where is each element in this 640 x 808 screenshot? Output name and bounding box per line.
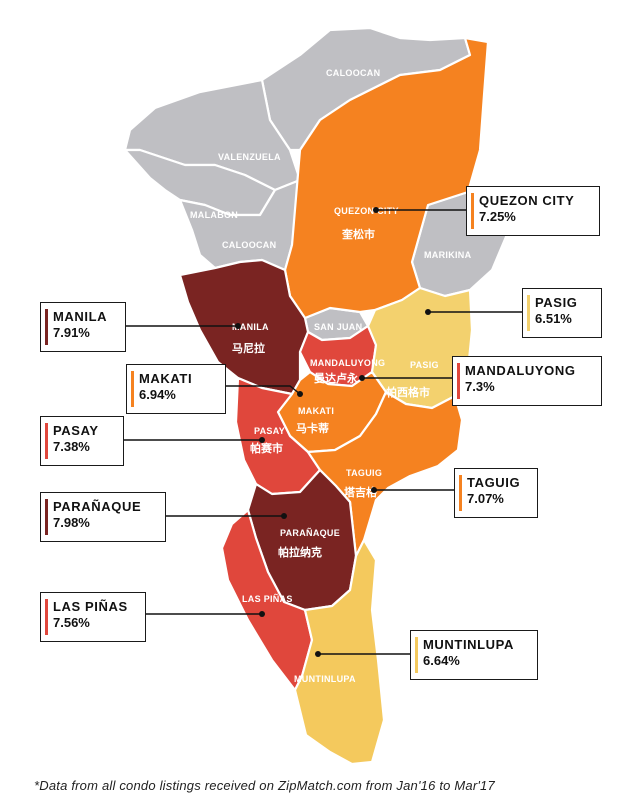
callout-taguig: TAGUIG 7.07%: [454, 468, 538, 518]
label-mandaluyong-cn: 曼达卢永: [314, 371, 359, 385]
callout-name: TAGUIG: [467, 475, 521, 490]
leader-dot-quezon: [373, 207, 379, 213]
callout-percent: 7.91%: [53, 325, 90, 340]
label-caloocan-north: CALOOCAN: [326, 68, 380, 78]
leader-dot-taguig: [371, 487, 377, 493]
callout-manila: MANILA 7.91%: [40, 302, 126, 352]
callout-name: PASAY: [53, 423, 99, 438]
callout-name: MANILA: [53, 309, 108, 324]
leader-dot-pasig: [425, 309, 431, 315]
callout-color-bar: [45, 309, 48, 345]
label-caloocan-south: CALOOCAN: [222, 240, 276, 250]
callout-percent: 7.3%: [465, 379, 495, 394]
label-malabon: MALABON: [190, 210, 238, 220]
label-paranaque-cn: 帕拉纳克: [278, 545, 322, 559]
label-mandaluyong: MANDALUYONG: [310, 358, 385, 368]
label-quezon-city-cn: 奎松市: [341, 227, 375, 241]
data-source-footnote: *Data from all condo listings received o…: [34, 778, 495, 793]
leader-makati: [226, 385, 301, 395]
callout-name: MANDALUYONG: [465, 363, 576, 378]
leader-dot-pasay: [259, 437, 265, 443]
callout-mandaluyong: MANDALUYONG 7.3%: [452, 356, 602, 406]
callout-makati: MAKATI 6.94%: [126, 364, 226, 414]
label-marikina: MARIKINA: [424, 250, 472, 260]
label-manila-cn: 马尼拉: [232, 341, 265, 355]
leader-dot-las-pinas: [259, 611, 265, 617]
label-san-juan: SAN JUAN: [314, 322, 362, 332]
label-taguig: TAGUIG: [346, 468, 382, 478]
label-makati: MAKATI: [298, 406, 334, 416]
label-quezon-city: QUEZON CITY: [334, 206, 399, 216]
label-pasig: PASIG: [410, 360, 439, 370]
callout-name: PARAÑAQUE: [53, 499, 142, 514]
callout-percent: 7.98%: [53, 515, 90, 530]
label-taguig-cn: 塔吉格: [344, 485, 378, 499]
label-valenzuela: VALENZUELA: [218, 152, 281, 162]
callout-percent: 7.56%: [53, 615, 90, 630]
label-paranaque: PARAÑAQUE: [280, 528, 340, 538]
callout-percent: 6.94%: [139, 387, 176, 402]
callout-name: PASIG: [535, 295, 578, 310]
callout-color-bar: [131, 371, 134, 407]
leader-dot-makati: [297, 391, 303, 397]
callout-color-bar: [471, 193, 474, 229]
leader-dot-mandaluyong: [359, 375, 365, 381]
label-muntinlupa: MUNTINLUPA: [294, 674, 356, 684]
label-manila: MANILA: [232, 322, 269, 332]
callout-color-bar: [45, 423, 48, 459]
callout-percent: 7.25%: [479, 209, 516, 224]
leader-dot-paranaque: [281, 513, 287, 519]
callout-name: QUEZON CITY: [479, 193, 575, 208]
callout-pasig: PASIG 6.51%: [522, 288, 602, 338]
callout-paranaque: PARAÑAQUE 7.98%: [40, 492, 166, 542]
label-pasay: PASAY: [254, 426, 285, 436]
callout-color-bar: [45, 499, 48, 535]
callout-percent: 7.38%: [53, 439, 90, 454]
label-pasig-cn: 帕西格市: [386, 385, 430, 399]
callout-pasay: PASAY 7.38%: [40, 416, 124, 466]
callout-name: LAS PIÑAS: [53, 599, 128, 614]
region-muntinlupa[interactable]: [293, 538, 386, 766]
leader-dot-manila: [235, 323, 241, 329]
callout-muntinlupa: MUNTINLUPA 6.64%: [410, 630, 538, 680]
callout-las-pinas: LAS PIÑAS 7.56%: [40, 592, 146, 642]
callout-color-bar: [45, 599, 48, 635]
callout-name: MAKATI: [139, 371, 193, 386]
label-pasay-cn: 帕赛市: [250, 441, 283, 455]
label-makati-cn: 马卡蒂: [296, 421, 329, 435]
leader-dot-muntinlupa: [315, 651, 321, 657]
callout-percent: 7.07%: [467, 491, 504, 506]
callout-name: MUNTINLUPA: [423, 637, 514, 652]
callout-percent: 6.64%: [423, 653, 460, 668]
callout-quezon-city: QUEZON CITY 7.25%: [466, 186, 600, 236]
callout-color-bar: [457, 363, 460, 399]
callout-color-bar: [527, 295, 530, 331]
label-las-pinas: LAS PIÑAS: [242, 594, 293, 604]
callout-color-bar: [415, 637, 418, 673]
callout-percent: 6.51%: [535, 311, 572, 326]
callout-color-bar: [459, 475, 462, 511]
